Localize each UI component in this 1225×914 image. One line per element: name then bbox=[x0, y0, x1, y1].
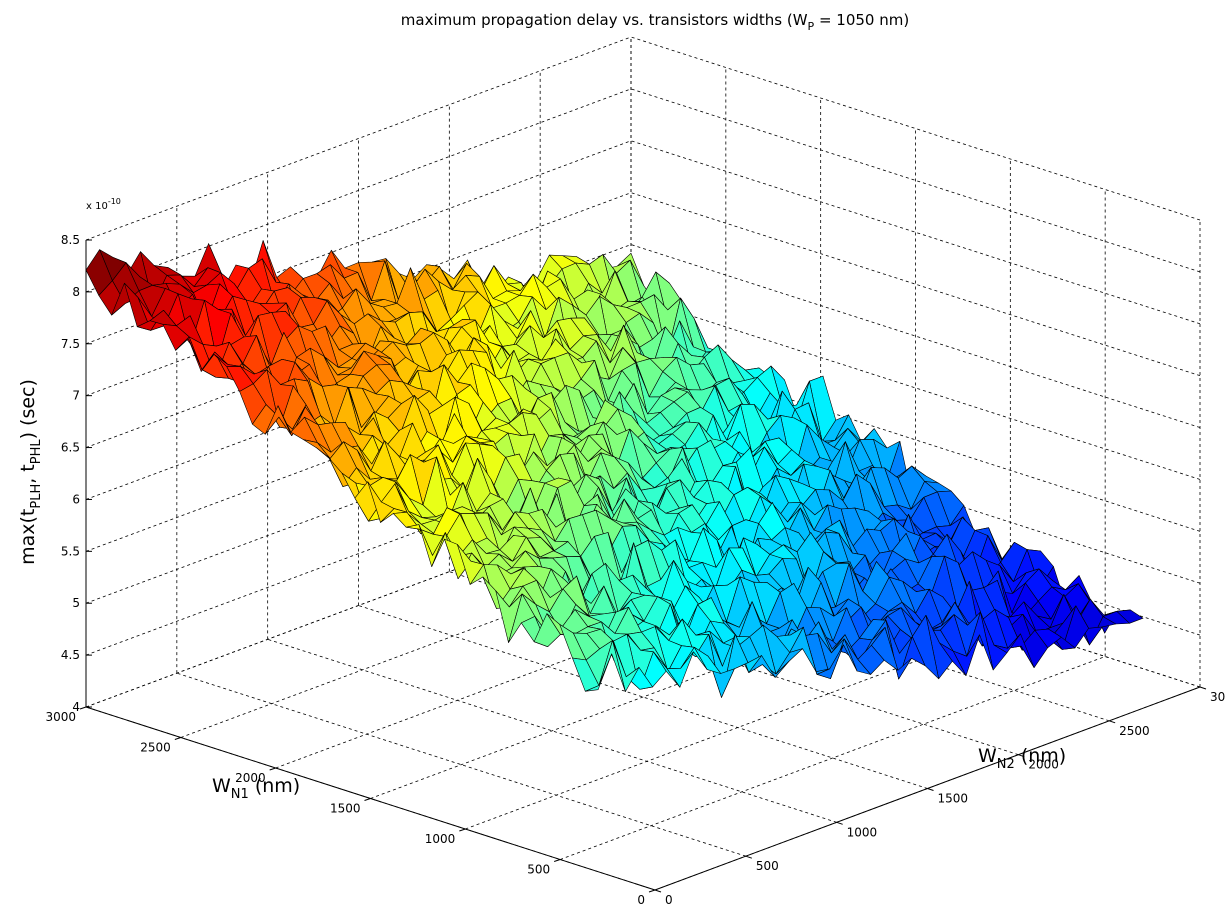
back-wall-grid-line bbox=[85, 36, 632, 241]
side-wall-grid-line bbox=[630, 192, 1201, 377]
side-wall-grid-line bbox=[630, 244, 1201, 428]
z-tick-label: 4 bbox=[72, 700, 80, 714]
x-axis-label-sub: N1 bbox=[231, 787, 249, 802]
z-tick-label: 7 bbox=[72, 389, 80, 403]
z-tick-label: 5.5 bbox=[61, 544, 80, 558]
chart-title: maximum propagation delay vs. transistor… bbox=[401, 11, 909, 33]
y-tick-mark bbox=[1199, 686, 1207, 690]
floor-grid-line bbox=[560, 656, 1106, 860]
z-tick-label: 6.5 bbox=[61, 441, 80, 455]
y-tick-mark bbox=[1018, 754, 1025, 758]
x-tick-label: 0 bbox=[637, 893, 645, 907]
z-axis-label-sub2: PHL bbox=[29, 439, 44, 465]
z-axis-label-mid: , t bbox=[17, 464, 39, 484]
back-wall-grid-line bbox=[85, 88, 632, 293]
y-tick-label: 2500 bbox=[1119, 724, 1150, 738]
x-tick-label: 500 bbox=[527, 863, 550, 877]
x-tick-label: 1000 bbox=[425, 832, 456, 846]
chart-title-prefix: maximum propagation delay vs. transistor… bbox=[401, 11, 808, 29]
y-tick-label: 3000 bbox=[1210, 690, 1225, 704]
x-tick-label: 1500 bbox=[330, 802, 361, 816]
z-exponent-base: x 10 bbox=[86, 201, 108, 212]
y-axis-label: WN2 (nm) bbox=[978, 745, 1066, 772]
z-tick-label: 5 bbox=[72, 596, 80, 610]
x-tick-mark bbox=[554, 859, 561, 862]
x-axis-label-main: W bbox=[212, 775, 231, 797]
z-axis-label-suffix: ) (sec) bbox=[17, 379, 39, 439]
x-tick-mark bbox=[79, 706, 87, 710]
surface-facet bbox=[584, 653, 613, 692]
side-wall-grid-line bbox=[630, 36, 1201, 221]
floor-grid-line bbox=[267, 638, 837, 823]
z-exponent-label: x 10-10 bbox=[86, 197, 121, 212]
z-tick-label: 7.5 bbox=[61, 337, 80, 351]
x-tick-label: 3000 bbox=[45, 710, 76, 724]
floor-grid-line bbox=[370, 595, 916, 799]
x-axis-label-unit: (nm) bbox=[249, 775, 300, 797]
y-tick-mark bbox=[745, 855, 752, 859]
y-tick-label: 1500 bbox=[938, 792, 969, 806]
x-tick-label: 2000 bbox=[235, 771, 266, 785]
y-axis-label-main: W bbox=[978, 745, 997, 767]
y-tick-label: 2000 bbox=[1028, 758, 1059, 772]
z-tick-label: 8 bbox=[72, 285, 80, 299]
z-exponent-exp: -10 bbox=[108, 197, 121, 206]
back-wall-grid-line bbox=[85, 451, 632, 656]
y-tick-mark bbox=[654, 889, 662, 893]
floor-grid-line bbox=[358, 605, 928, 789]
y-tick-mark bbox=[927, 788, 934, 791]
surface-mesh bbox=[85, 240, 1144, 698]
y-axis-label-sub: N2 bbox=[997, 757, 1015, 772]
y-tick-label: 1000 bbox=[847, 825, 878, 839]
side-wall-grid-line bbox=[630, 140, 1201, 325]
chart-title-sub: P bbox=[808, 20, 815, 33]
x-tick-mark bbox=[648, 889, 656, 893]
x-tick-mark bbox=[269, 767, 276, 771]
y-tick-mark bbox=[836, 821, 843, 825]
side-wall-grid-line bbox=[630, 88, 1201, 273]
z-tick-label: 8.5 bbox=[61, 233, 80, 247]
x-tick-mark bbox=[459, 828, 466, 832]
z-axis-label: max(tPLH, tPHL) (sec) bbox=[17, 379, 44, 565]
x-axis-label: WN1 (nm) bbox=[212, 775, 300, 802]
y-axis-label-unit: (nm) bbox=[1015, 745, 1066, 767]
tick-labels: 0 500 1000 1500 2000 2500 3000 0 500 1000 1500 2000… bbox=[45, 233, 1225, 907]
z-axis-label-prefix: max(t bbox=[17, 509, 39, 565]
z-axis-label-sub1: PLH bbox=[29, 484, 44, 509]
z-tick-label: 6 bbox=[72, 492, 80, 506]
floor-grid-line bbox=[176, 672, 746, 857]
x-tick-mark bbox=[364, 798, 371, 801]
y-tick-label: 0 bbox=[665, 893, 673, 907]
x-tick-label: 2500 bbox=[140, 741, 171, 755]
back-wall-grid-line bbox=[85, 503, 632, 708]
z-tick-label: 4.5 bbox=[61, 648, 80, 662]
x-tick-mark bbox=[174, 737, 181, 740]
side-wall-grid-line bbox=[630, 296, 1201, 480]
y-tick-mark bbox=[1109, 720, 1116, 724]
chart-title-suffix: = 1050 nm) bbox=[814, 11, 909, 29]
y-tick-label: 500 bbox=[756, 859, 779, 873]
